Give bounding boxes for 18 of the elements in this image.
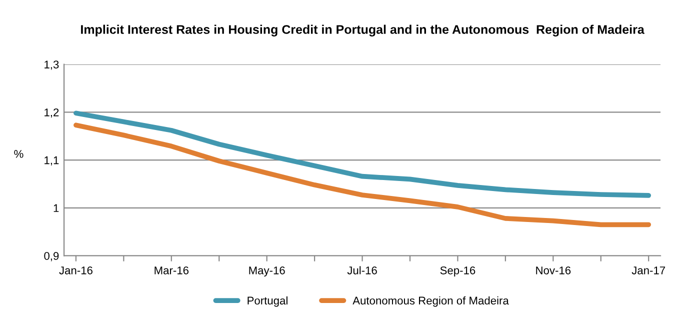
y-tick-label: 1,2 (44, 108, 59, 118)
x-tick-label: Jul-16 (347, 266, 377, 274)
y-tick-label: 1 (54, 204, 59, 212)
y-tick-label: 0,9 (44, 252, 59, 262)
line-series (74, 122, 652, 228)
x-tick-label: May-16 (249, 266, 285, 277)
legend-label: Autonomous Region of Madeira (352, 296, 509, 307)
x-tick-label: Nov-16 (536, 266, 571, 274)
y-tick-label: 1,3 (44, 60, 59, 70)
x-tick-label: Mar-16 (154, 266, 189, 274)
y-tick-label: 1,1 (44, 156, 59, 166)
x-tick-label: Jan-17 (632, 266, 666, 274)
x-tick-label: Sep-16 (440, 266, 476, 277)
y-axis-title: % (14, 150, 24, 158)
x-tick-label: Jan-16 (59, 266, 92, 274)
legend-label: Portugal (248, 296, 288, 307)
line-series (74, 110, 652, 198)
chart-title: Implicit Interest Rates in Housing Credit in Portugal and in the Autonomous Region of Madeira (81, 24, 644, 36)
